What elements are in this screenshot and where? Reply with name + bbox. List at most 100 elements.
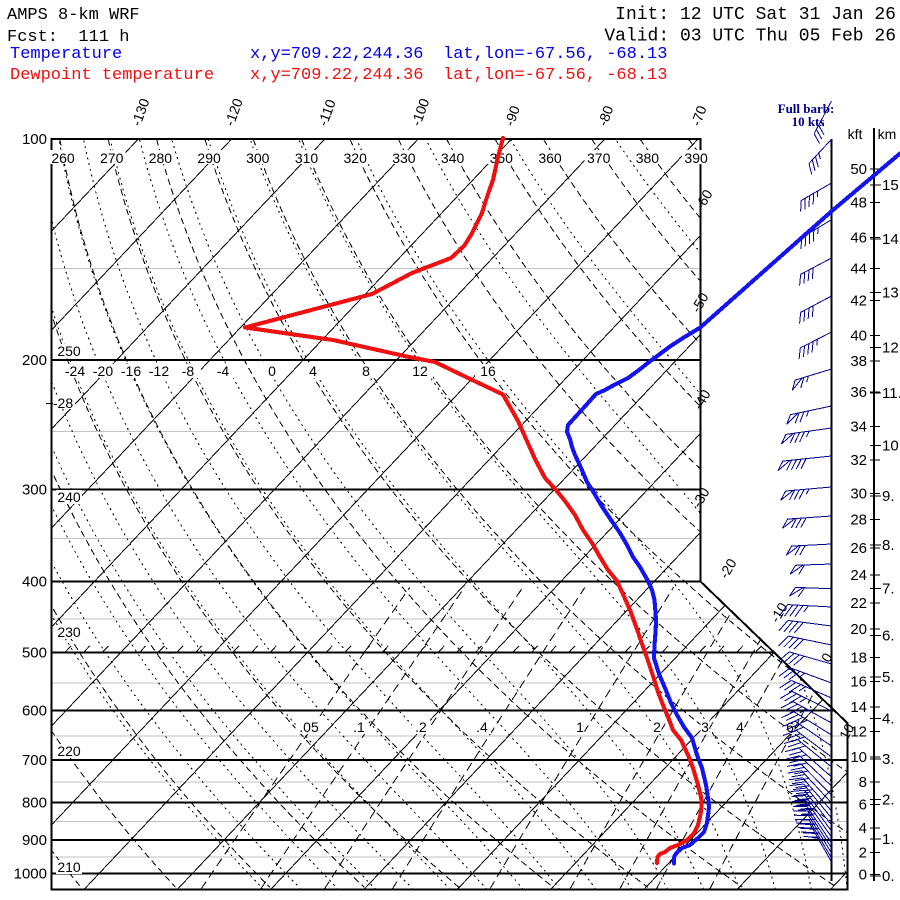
svg-text:210: 210	[57, 859, 81, 875]
svg-text:lat,lon=-67.56, -68.13: lat,lon=-67.56, -68.13	[443, 45, 667, 64]
svg-text:Init: 12 UTC Sat 31 Jan 26: Init: 12 UTC Sat 31 Jan 26	[615, 5, 896, 25]
svg-text:0: 0	[859, 866, 867, 883]
svg-text:9.: 9.	[882, 488, 895, 505]
svg-text:16: 16	[850, 674, 867, 691]
svg-text:-24: -24	[65, 363, 85, 379]
svg-text:26: 26	[850, 540, 867, 557]
svg-text:Fcst: 111 h: Fcst: 111 h	[7, 28, 129, 47]
svg-text:46: 46	[850, 230, 867, 247]
svg-text:Temperature: Temperature	[10, 45, 122, 64]
svg-text:kft: kft	[848, 126, 863, 142]
svg-text:4: 4	[859, 820, 867, 837]
svg-text:-4: -4	[217, 363, 230, 379]
svg-text:14: 14	[850, 699, 867, 716]
svg-text:100: 100	[22, 131, 47, 148]
svg-text:220: 220	[57, 743, 81, 759]
svg-text:10: 10	[850, 749, 867, 766]
svg-text:1: 1	[576, 719, 584, 735]
svg-text:48: 48	[850, 195, 867, 212]
svg-text:Valid: 03 UTC Thu 05 Feb 26: Valid: 03 UTC Thu 05 Feb 26	[604, 27, 896, 47]
svg-text:2: 2	[653, 719, 661, 735]
svg-text:300: 300	[246, 150, 270, 166]
svg-text:-12: -12	[149, 363, 169, 379]
svg-text:240: 240	[57, 489, 81, 505]
svg-text:6: 6	[786, 719, 794, 735]
svg-text:40: 40	[850, 328, 867, 345]
svg-text:6.: 6.	[882, 628, 895, 645]
svg-text:20: 20	[850, 621, 867, 638]
svg-text:600: 600	[22, 703, 47, 720]
svg-text:Dewpoint temperature: Dewpoint temperature	[10, 66, 214, 85]
svg-text:-8: -8	[182, 363, 195, 379]
svg-text:2: 2	[859, 845, 867, 862]
svg-text:15.: 15.	[882, 177, 900, 194]
svg-text:12.: 12.	[882, 340, 900, 357]
svg-text:500: 500	[22, 645, 47, 662]
svg-text:7.: 7.	[882, 580, 895, 597]
svg-text:290: 290	[197, 150, 221, 166]
svg-text:900: 900	[22, 832, 47, 849]
svg-text:4.: 4.	[882, 711, 895, 728]
svg-text:5.: 5.	[882, 669, 895, 686]
svg-text:km: km	[878, 126, 897, 142]
svg-text:320: 320	[344, 150, 368, 166]
svg-text:8: 8	[859, 774, 867, 791]
svg-text:260: 260	[51, 150, 75, 166]
svg-text:-20: -20	[93, 363, 113, 379]
svg-text:12: 12	[412, 363, 428, 379]
svg-text:280: 280	[149, 150, 173, 166]
svg-text:42: 42	[850, 293, 867, 310]
svg-text:13.: 13.	[882, 285, 900, 302]
svg-text:3.: 3.	[882, 751, 895, 768]
svg-text:330: 330	[392, 150, 416, 166]
svg-text:0: 0	[268, 363, 276, 379]
svg-text:38: 38	[850, 353, 867, 370]
svg-text:28: 28	[850, 511, 867, 528]
svg-text:340: 340	[441, 150, 465, 166]
svg-text:370: 370	[587, 150, 611, 166]
svg-text:lat,lon=-67.56, -68.13: lat,lon=-67.56, -68.13	[443, 66, 667, 85]
svg-text:AMPS 8-km WRF: AMPS 8-km WRF	[7, 6, 140, 25]
svg-text:6: 6	[859, 797, 867, 814]
svg-text:32: 32	[850, 452, 867, 469]
svg-text:8: 8	[362, 363, 370, 379]
svg-text:-28: -28	[53, 395, 73, 411]
svg-text:-70: -70	[688, 103, 710, 128]
svg-text:0.: 0.	[882, 868, 895, 885]
svg-text:10 kts: 10 kts	[792, 114, 825, 129]
svg-text:10.: 10.	[882, 438, 900, 455]
svg-text:12: 12	[850, 724, 867, 741]
svg-text:310: 310	[295, 150, 319, 166]
svg-text:18: 18	[850, 650, 867, 667]
svg-text:390: 390	[684, 150, 708, 166]
svg-text:3: 3	[701, 719, 709, 735]
svg-text:x,y=709.22,244.36: x,y=709.22,244.36	[250, 66, 423, 85]
svg-text:4: 4	[736, 719, 744, 735]
svg-text:24: 24	[850, 567, 867, 584]
svg-text:Full barb:: Full barb:	[778, 101, 835, 116]
svg-text:x,y=709.22,244.36: x,y=709.22,244.36	[250, 45, 423, 64]
svg-text:.2: .2	[415, 719, 427, 735]
svg-text:10: 10	[836, 721, 858, 743]
svg-text:-90: -90	[501, 103, 523, 128]
svg-text:34: 34	[850, 419, 867, 436]
svg-text:.4: .4	[476, 719, 488, 735]
svg-text:44: 44	[850, 261, 867, 278]
svg-text:700: 700	[22, 752, 47, 769]
svg-text:800: 800	[22, 794, 47, 811]
svg-text:4: 4	[309, 363, 317, 379]
svg-text:360: 360	[538, 150, 562, 166]
svg-text:1000: 1000	[14, 866, 47, 883]
svg-text:36: 36	[850, 384, 867, 401]
svg-text:380: 380	[636, 150, 660, 166]
svg-text:250: 250	[57, 343, 81, 359]
svg-text:.1: .1	[353, 719, 365, 735]
svg-text:200: 200	[22, 352, 47, 369]
svg-text:16: 16	[480, 363, 496, 379]
svg-text:1.: 1.	[882, 831, 895, 848]
svg-text:270: 270	[100, 150, 124, 166]
svg-text:230: 230	[57, 624, 81, 640]
svg-text:2.: 2.	[882, 792, 895, 809]
svg-text:-16: -16	[121, 363, 141, 379]
svg-text:11.: 11.	[882, 385, 900, 402]
